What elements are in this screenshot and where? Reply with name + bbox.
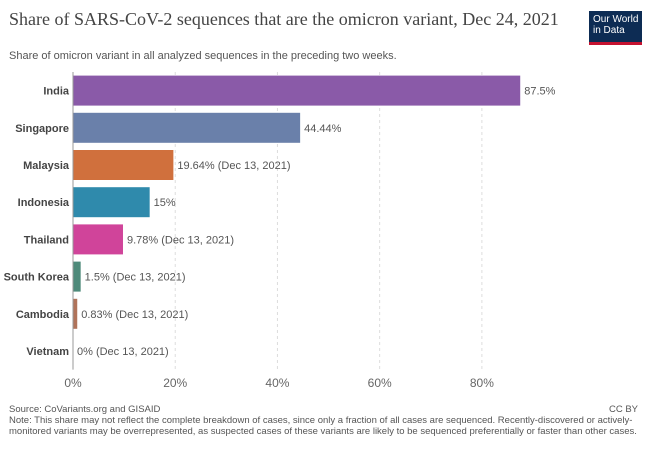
chart-title: Share of SARS-CoV-2 sequences that are t…: [9, 9, 559, 29]
category-label: Vietnam: [26, 346, 69, 358]
category-label: Indonesia: [18, 197, 70, 209]
category-label: Singapore: [15, 123, 69, 135]
bar: [73, 224, 123, 255]
category-label: Thailand: [24, 234, 69, 246]
source-note: Source: CoVariants.org and GISAID: [9, 404, 161, 415]
data-label: 9.78% (Dec 13, 2021): [127, 234, 234, 246]
x-tick-label: 40%: [265, 376, 289, 390]
data-label: 44.44%: [304, 123, 342, 135]
category-label: Cambodia: [16, 309, 70, 321]
chart-subtitle: Share of omicron variant in all analyzed…: [9, 50, 397, 62]
data-label: 0.83% (Dec 13, 2021): [81, 309, 188, 321]
category-label: India: [43, 86, 70, 98]
data-label: 0% (Dec 13, 2021): [77, 346, 169, 358]
data-label: 87.5%: [524, 86, 555, 98]
bar: [73, 261, 81, 292]
category-label: South Korea: [4, 272, 70, 284]
data-label: 1.5% (Dec 13, 2021): [85, 272, 186, 284]
chart-footer: Source: CoVariants.org and GISAID Note: …: [9, 404, 639, 437]
footnote: Note: This share may not reflect the com…: [9, 415, 637, 437]
x-tick-label: 0%: [64, 376, 82, 390]
bar-chart: 0% 20% 40% 60% 80% India 87.5% Singapore 44.44% M…: [4, 72, 556, 390]
bar: [73, 187, 150, 218]
logo-line-2: in Data: [593, 25, 625, 36]
license-link[interactable]: CC BY: [608, 404, 638, 415]
x-tick-label: 20%: [163, 376, 187, 390]
bar: [73, 75, 521, 106]
data-label: 19.64% (Dec 13, 2021): [177, 160, 290, 172]
our-world-in-data-logo[interactable]: Our World in Data: [589, 11, 642, 45]
x-tick-label: 80%: [470, 376, 494, 390]
bar: [73, 150, 174, 180]
logo-line-1: Our World: [593, 14, 639, 25]
data-label: 15%: [154, 197, 176, 209]
x-tick-label: 60%: [368, 376, 392, 390]
bar: [73, 112, 301, 143]
category-label: Malaysia: [23, 160, 70, 172]
bar: [73, 298, 78, 329]
